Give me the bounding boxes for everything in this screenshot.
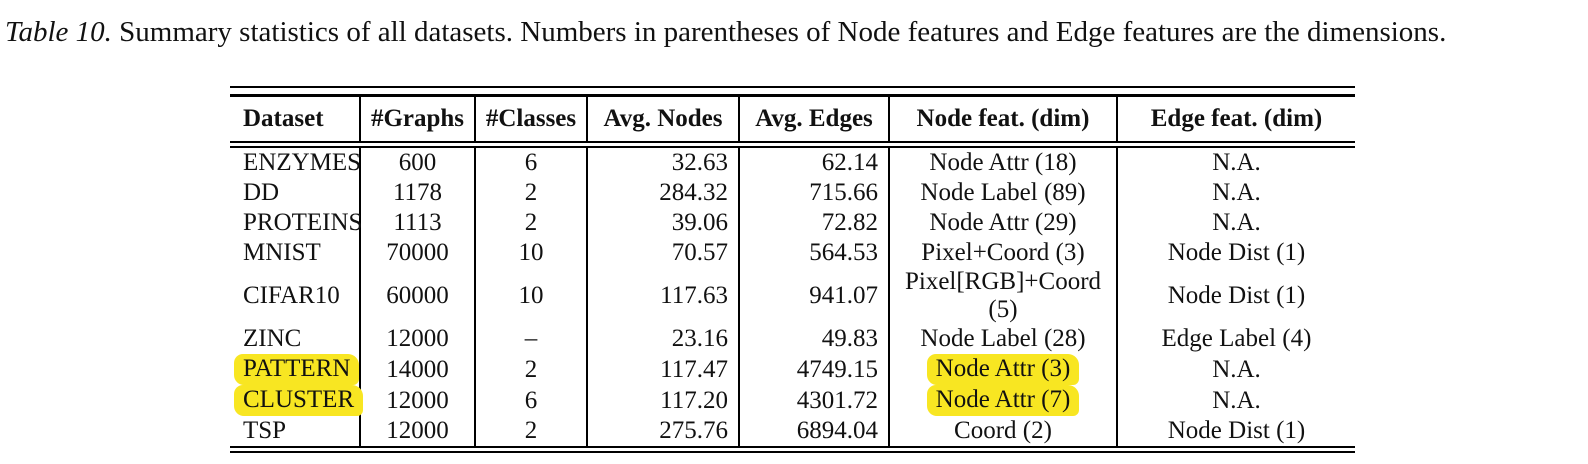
avg-nodes-cell: 117.20 bbox=[587, 385, 740, 417]
avg-edges-cell: 564.53 bbox=[739, 238, 890, 269]
node-feat-cell: Node Label (28) bbox=[889, 324, 1118, 355]
node-feat-cell: Node Attr (29) bbox=[889, 208, 1118, 239]
classes-cell: 2 bbox=[475, 354, 588, 386]
node-feat-cell: Node Label (89) bbox=[889, 178, 1118, 209]
table-row: CIFAR10 60000 10 117.63 941.07 Pixel[RGB… bbox=[230, 268, 1355, 325]
edge-feat-cell: N.A. bbox=[1212, 149, 1261, 177]
summary-table: Dataset #Graphs #Classes Avg. Nodes Avg.… bbox=[230, 94, 1355, 454]
graphs-cell: 14000 bbox=[360, 354, 476, 386]
dataset-cell: PATTERN bbox=[230, 354, 361, 386]
graphs-cell: 600 bbox=[360, 144, 476, 179]
edge-feat-cell: Edge Label (4) bbox=[1161, 325, 1312, 353]
dataset-cell: CLUSTER bbox=[230, 385, 364, 417]
avg-edges-cell: 72.82 bbox=[739, 208, 890, 239]
col-header-avg-nodes: Avg. Nodes bbox=[587, 95, 740, 149]
avg-edges-cell: 715.66 bbox=[739, 178, 890, 209]
col-header-graphs: #Graphs bbox=[360, 95, 476, 149]
table-row: ZINC 12000 – 23.16 49.83 Node Label (28)… bbox=[230, 324, 1355, 355]
col-header-node-feat: Node feat. (dim) bbox=[889, 95, 1118, 149]
table-row: ENZYMES 600 6 32.63 62.14 Node Attr (18)… bbox=[230, 144, 1355, 179]
avg-edges-cell: 49.83 bbox=[739, 324, 890, 355]
table-row: TSP 12000 2 275.76 6894.04 Coord (2) Nod… bbox=[230, 416, 1355, 450]
classes-cell: 2 bbox=[475, 178, 588, 209]
caption-label: Table 10. bbox=[5, 16, 112, 48]
edge-feat-cell: N.A. bbox=[1212, 386, 1261, 414]
avg-edges-cell: 4301.72 bbox=[739, 385, 890, 417]
col-header-dataset: Dataset bbox=[230, 95, 361, 149]
classes-cell: 2 bbox=[475, 416, 588, 450]
col-header-avg-edges: Avg. Edges bbox=[739, 95, 890, 149]
dataset-cell: ZINC bbox=[230, 324, 361, 355]
avg-nodes-cell: 275.76 bbox=[587, 416, 740, 450]
node-feat-cell: Node Attr (18) bbox=[889, 144, 1118, 179]
graphs-cell: 12000 bbox=[360, 416, 476, 450]
table-row: PROTEINS 1113 2 39.06 72.82 Node Attr (2… bbox=[230, 208, 1355, 239]
table-row: DD 1178 2 284.32 715.66 Node Label (89) … bbox=[230, 178, 1355, 209]
node-feat-cell: Pixel+Coord (3) bbox=[889, 238, 1118, 269]
avg-nodes-cell: 39.06 bbox=[587, 208, 740, 239]
table-row: MNIST 70000 10 70.57 564.53 Pixel+Coord … bbox=[230, 238, 1355, 269]
classes-cell: 10 bbox=[475, 238, 588, 269]
avg-nodes-cell: 32.63 bbox=[587, 144, 740, 179]
classes-cell: 6 bbox=[475, 144, 588, 179]
dataset-cell: MNIST bbox=[230, 238, 361, 269]
dataset-cell: CIFAR10 bbox=[230, 268, 361, 325]
classes-cell: 6 bbox=[475, 385, 588, 417]
node-feat-cell: Node Attr (7) bbox=[889, 385, 1118, 417]
avg-nodes-cell: 284.32 bbox=[587, 178, 740, 209]
graphs-cell: 1113 bbox=[360, 208, 476, 239]
node-feat-cell: Coord (2) bbox=[889, 416, 1118, 450]
edge-feat-cell: Node Dist (1) bbox=[1167, 282, 1306, 310]
table-caption: Table 10. Summary statistics of all data… bbox=[5, 16, 1588, 49]
avg-edges-cell: 6894.04 bbox=[739, 416, 890, 450]
table-row: CLUSTER 12000 6 117.20 4301.72 Node Attr… bbox=[230, 385, 1355, 417]
caption-text: Summary statistics of all datasets. Numb… bbox=[119, 16, 1447, 48]
avg-nodes-cell: 117.63 bbox=[587, 268, 740, 325]
dataset-cell: TSP bbox=[230, 416, 361, 450]
classes-cell: – bbox=[475, 324, 588, 355]
node-feat-cell: Pixel[RGB]+Coord (5) bbox=[889, 268, 1118, 325]
avg-edges-cell: 941.07 bbox=[739, 268, 890, 325]
edge-feat-cell: N.A. bbox=[1212, 179, 1261, 207]
header-row: Dataset #Graphs #Classes Avg. Nodes Avg.… bbox=[230, 95, 1355, 149]
avg-nodes-cell: 117.47 bbox=[587, 354, 740, 386]
avg-nodes-cell: 70.57 bbox=[587, 238, 740, 269]
graphs-cell: 60000 bbox=[360, 268, 476, 325]
edge-feat-cell: N.A. bbox=[1212, 209, 1261, 237]
edge-feat-cell: N.A. bbox=[1212, 355, 1261, 383]
avg-nodes-cell: 23.16 bbox=[587, 324, 740, 355]
dataset-cell: ENZYMES bbox=[230, 144, 361, 179]
avg-edges-cell: 4749.15 bbox=[739, 354, 890, 386]
graphs-cell: 12000 bbox=[360, 324, 476, 355]
col-header-classes: #Classes bbox=[475, 95, 588, 149]
classes-cell: 2 bbox=[475, 208, 588, 239]
table-row: PATTERN 14000 2 117.47 4749.15 Node Attr… bbox=[230, 354, 1355, 386]
graphs-cell: 70000 bbox=[360, 238, 476, 269]
dataset-cell: PROTEINS bbox=[230, 208, 362, 239]
paper-table-figure: Table 10. Summary statistics of all data… bbox=[0, 16, 1588, 454]
dataset-cell: DD bbox=[230, 178, 361, 209]
edge-feat-cell: Node Dist (1) bbox=[1167, 239, 1306, 267]
node-feat-cell: Node Attr (3) bbox=[889, 354, 1118, 386]
classes-cell: 10 bbox=[475, 268, 588, 325]
summary-table-wrapper: Dataset #Graphs #Classes Avg. Nodes Avg.… bbox=[230, 86, 1355, 454]
graphs-cell: 12000 bbox=[360, 385, 476, 417]
col-header-edge-feat: Edge feat. (dim) bbox=[1117, 95, 1355, 149]
avg-edges-cell: 62.14 bbox=[739, 144, 890, 179]
graphs-cell: 1178 bbox=[360, 178, 476, 209]
edge-feat-cell: Node Dist (1) bbox=[1167, 417, 1306, 445]
